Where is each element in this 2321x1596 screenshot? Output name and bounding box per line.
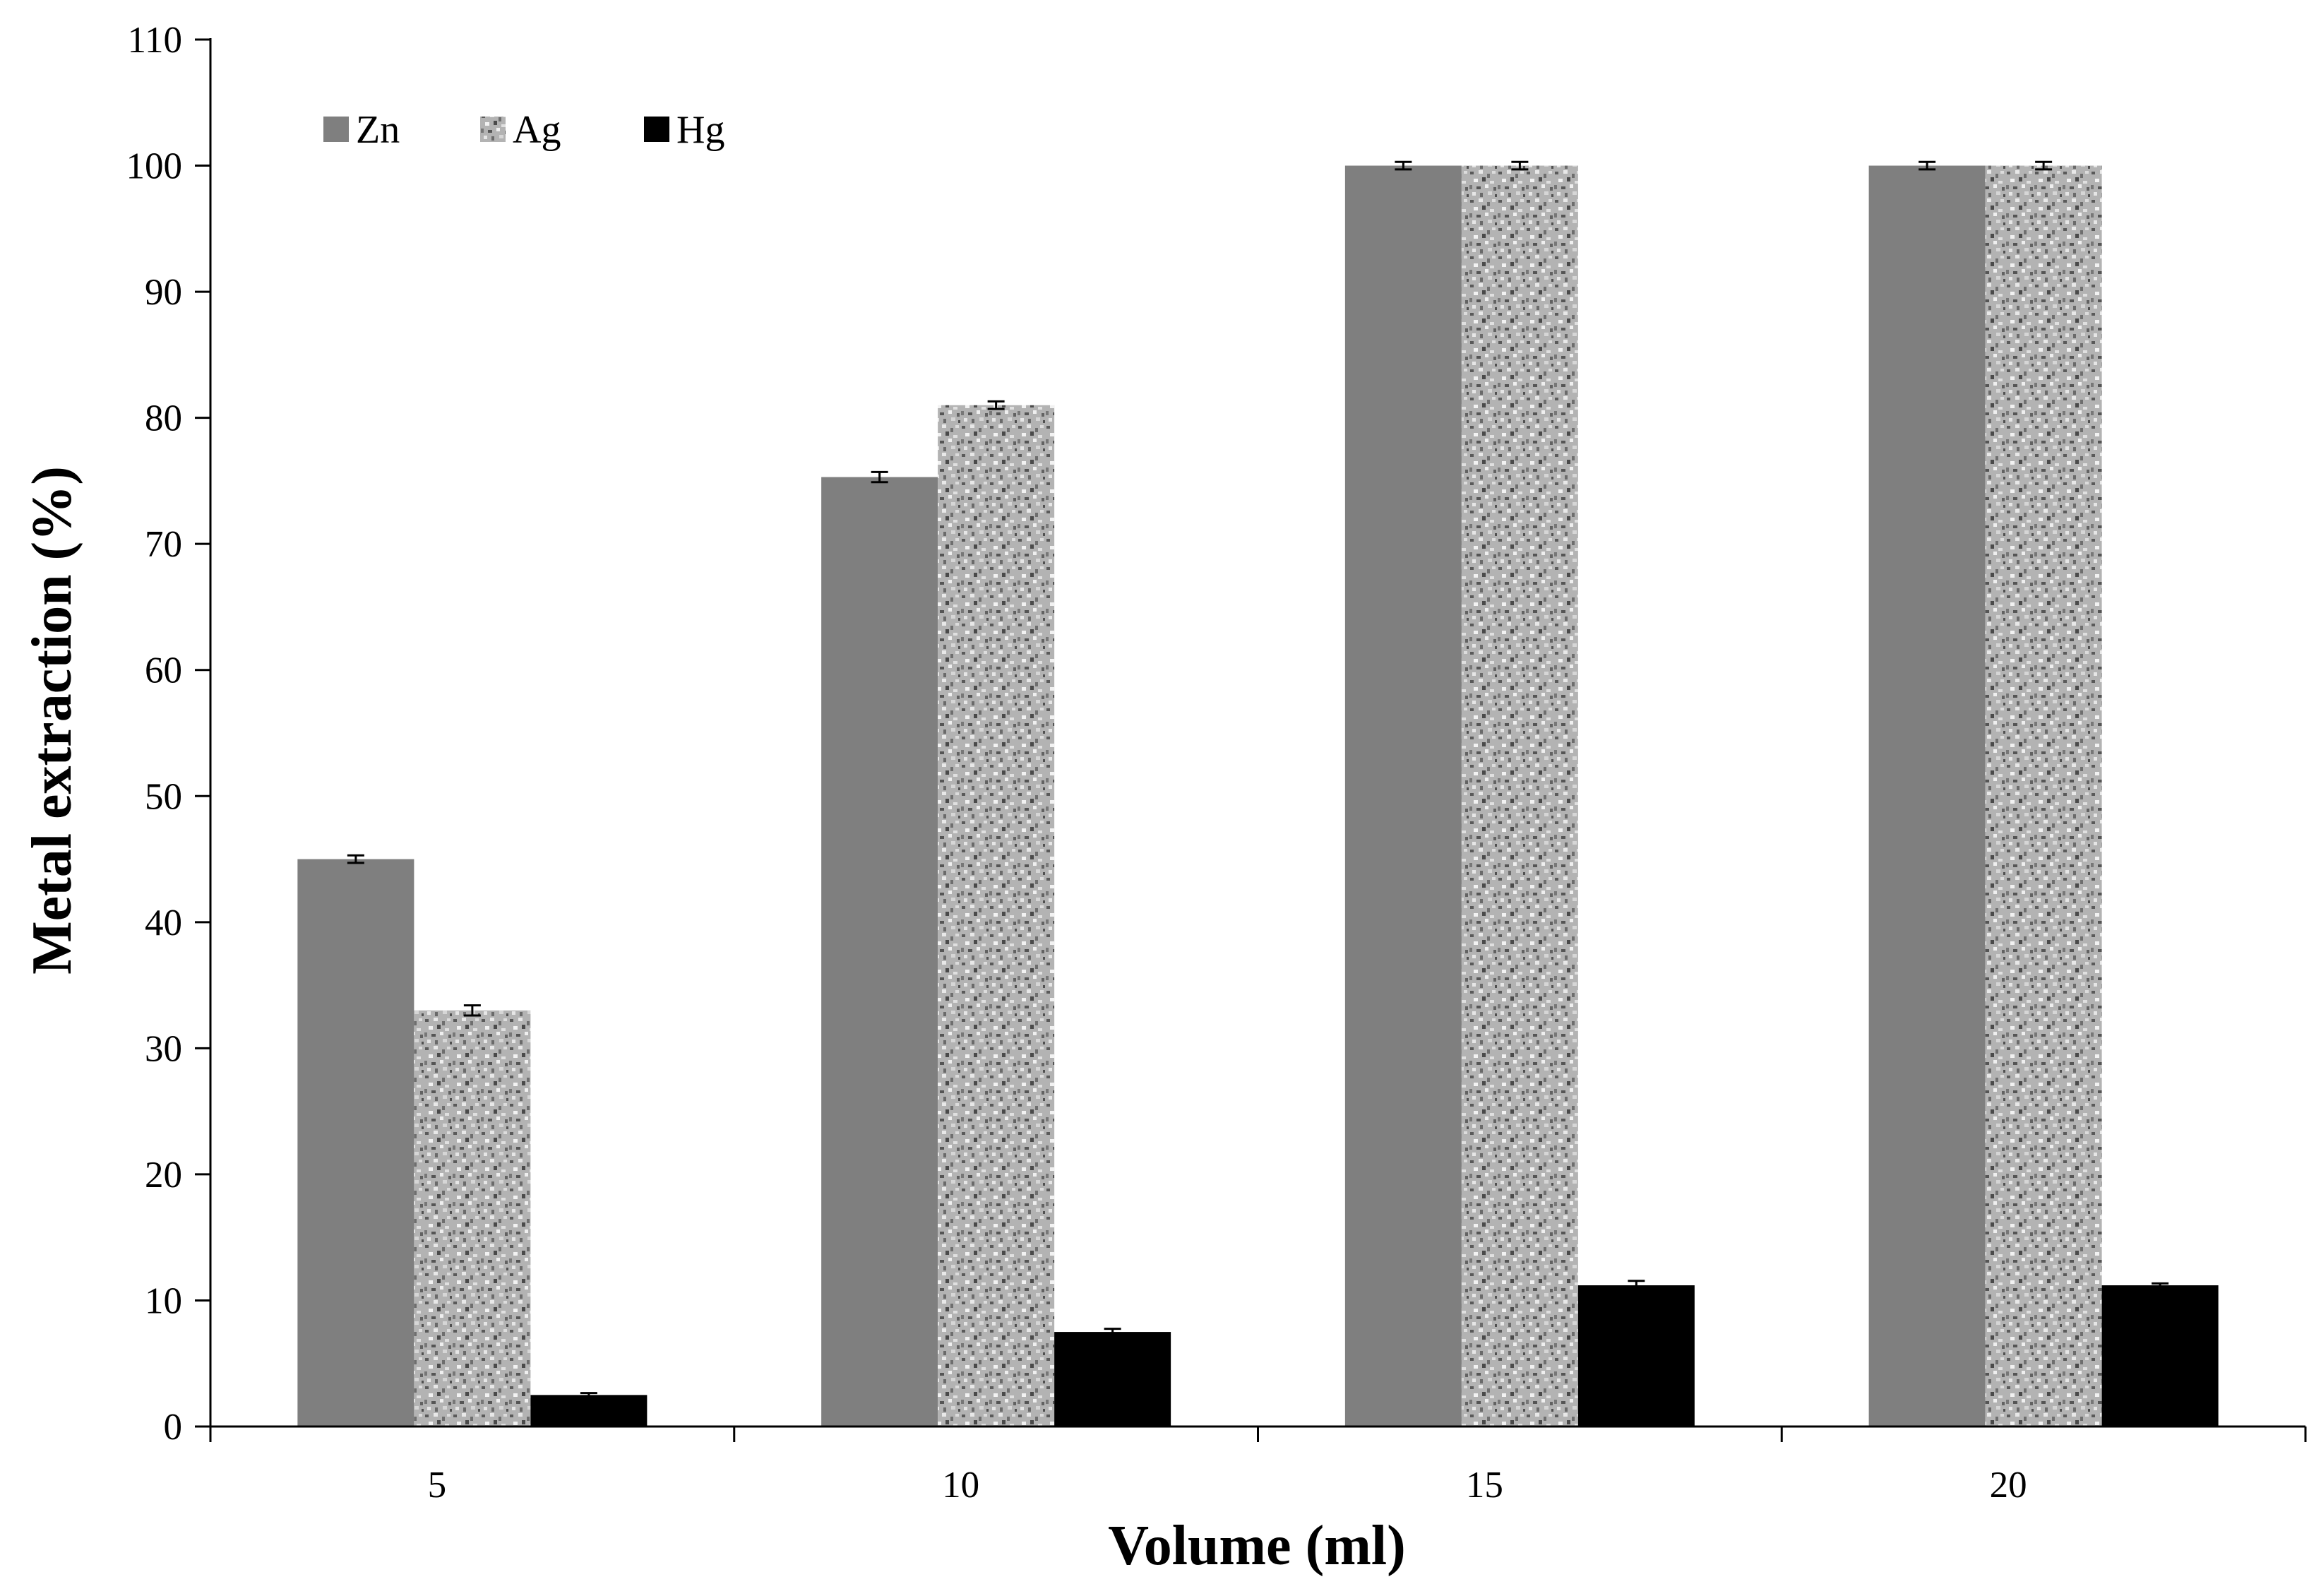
bar-ag-5 — [414, 1010, 531, 1427]
error-bar-zn-10 — [871, 470, 888, 484]
bar-ag-10 — [938, 405, 1055, 1427]
y-tick-label-10: 10 — [145, 1280, 182, 1321]
y-tick-label-70: 70 — [145, 524, 182, 565]
bar-hg-20 — [2101, 1285, 2219, 1427]
legend-label-zn: Zn — [356, 108, 400, 152]
x-tick-label-10: 10 — [942, 1465, 979, 1506]
error-bar-ag-15 — [1511, 160, 1529, 171]
legend-item-zn: Zn — [323, 108, 400, 152]
axes-layer: 0 10 20 30 40 50 60 70 80 90 100 110 5 10 15 20 — [126, 20, 2307, 1506]
bars-layer — [297, 165, 2219, 1427]
y-tick-label-40: 40 — [145, 903, 182, 943]
bar-zn-5 — [297, 859, 414, 1427]
x-tick-label-20: 20 — [1990, 1465, 2027, 1506]
error-bar-hg-15 — [1628, 1280, 1645, 1291]
y-tick-label-90: 90 — [145, 272, 182, 313]
error-bar-hg-10 — [1104, 1328, 1121, 1337]
legend-label-ag: Ag — [513, 108, 561, 152]
y-axis-title: Metal extraction (%) — [21, 466, 83, 975]
y-tick-label-30: 30 — [145, 1028, 182, 1069]
bar-zn-20 — [1868, 165, 1986, 1427]
error-bar-ag-5 — [463, 1004, 481, 1017]
x-tick-label-5: 5 — [428, 1465, 447, 1506]
legend-swatch-zn — [323, 117, 349, 142]
legend-swatch-hg — [644, 117, 669, 142]
y-tick-label-0: 0 — [164, 1407, 183, 1448]
y-tick-label-110: 110 — [127, 20, 182, 61]
bar-hg-15 — [1577, 1285, 1695, 1427]
bar-ag-20 — [1985, 165, 2102, 1427]
bar-ag-15 — [1461, 165, 1578, 1427]
error-bar-hg-20 — [2152, 1282, 2169, 1289]
error-bar-zn-20 — [1919, 160, 1936, 171]
bar-hg-10 — [1054, 1332, 1171, 1427]
bar-hg-5 — [530, 1395, 648, 1427]
error-bars-layer — [347, 160, 2169, 1398]
legend: Zn Ag Hg — [323, 108, 724, 152]
x-axis-title: Volume (ml) — [1108, 1515, 1405, 1577]
legend-swatch-ag — [480, 117, 506, 142]
legend-label-hg: Hg — [676, 108, 724, 152]
error-bar-ag-10 — [987, 400, 1005, 410]
y-tick-label-50: 50 — [145, 776, 182, 817]
bar-zn-10 — [821, 477, 938, 1427]
y-tick-label-20: 20 — [145, 1155, 182, 1196]
error-bar-hg-5 — [580, 1392, 597, 1398]
error-bar-zn-5 — [347, 854, 364, 864]
legend-item-ag: Ag — [480, 108, 561, 152]
y-tick-label-80: 80 — [145, 398, 182, 439]
bar-zn-15 — [1344, 165, 1462, 1427]
error-bar-ag-20 — [2035, 160, 2053, 171]
legend-item-hg: Hg — [644, 108, 724, 152]
error-bar-zn-15 — [1395, 160, 1412, 171]
x-tick-label-15: 15 — [1466, 1465, 1503, 1506]
y-tick-label-60: 60 — [145, 650, 182, 691]
y-tick-label-100: 100 — [126, 146, 183, 187]
